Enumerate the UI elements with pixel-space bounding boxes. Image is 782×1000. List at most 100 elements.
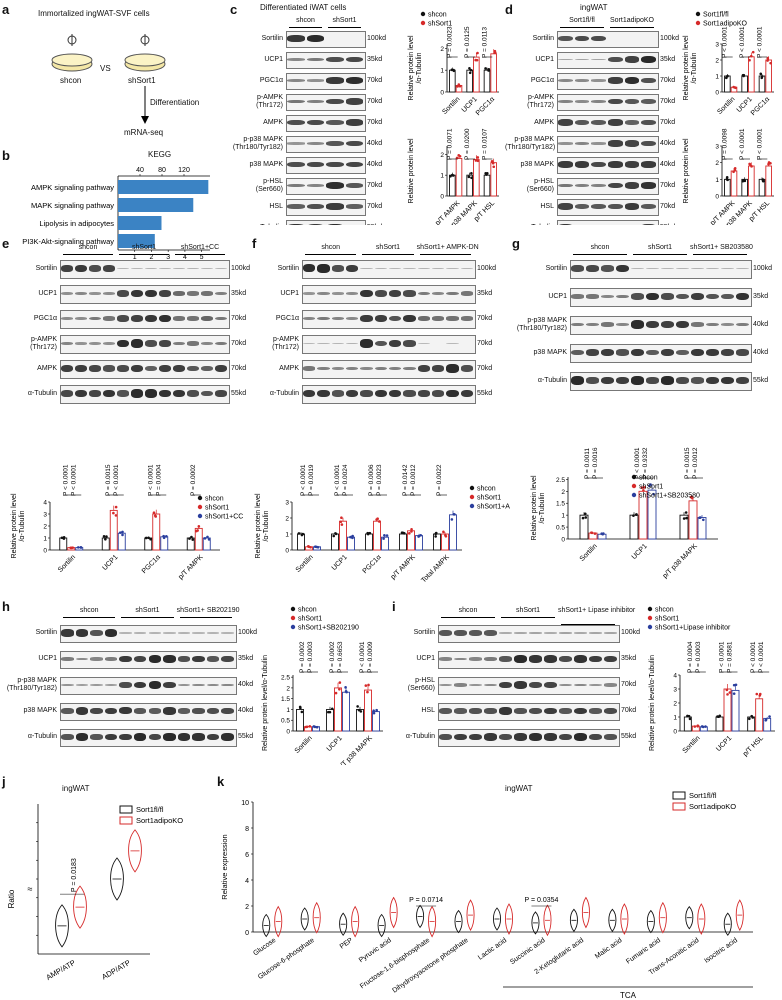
blot-band	[706, 376, 719, 385]
blot-band	[544, 655, 557, 663]
blot-band	[608, 119, 623, 126]
legend-label: Sort1fl/fl	[136, 805, 164, 814]
data-point	[748, 58, 751, 62]
blot-group-line	[561, 624, 615, 625]
blot-row-label: UCP1	[264, 55, 283, 63]
blot-band	[586, 294, 599, 299]
blot-group-label: Sort1adipoKO	[610, 17, 654, 24]
blot-band	[346, 292, 359, 295]
blot-row-label: α-Tubulin	[269, 389, 299, 397]
blot-band	[571, 322, 584, 327]
bar	[697, 517, 707, 540]
blot-band	[215, 291, 227, 296]
data-point	[476, 51, 479, 55]
blot-band	[221, 632, 234, 634]
data-point	[76, 546, 80, 549]
data-point	[726, 178, 729, 182]
blot-band	[574, 119, 590, 126]
p-value-label: P = 0.0071	[447, 128, 454, 160]
blot-band	[389, 389, 402, 398]
blot-kd-label: 35kd	[753, 292, 769, 300]
data-point	[368, 531, 372, 535]
blot-band	[345, 161, 363, 168]
blot-row-label: (Thr180/Tyr182)	[232, 143, 283, 151]
x-tick-label: Dihydroxyacetone phosphate	[391, 937, 469, 995]
legend-label: shcon	[655, 607, 674, 614]
blot-band	[192, 632, 205, 634]
blot-band	[601, 348, 614, 357]
blot-kd-label: 55kd	[477, 389, 493, 397]
data-point	[69, 546, 72, 550]
bar	[763, 717, 772, 732]
data-point	[305, 725, 309, 729]
data-point	[190, 535, 193, 539]
x-tick-label: Glucose	[252, 937, 277, 958]
blot-band	[201, 365, 213, 372]
p-value-label: P = 0.0015	[105, 464, 112, 496]
legend-marker	[647, 606, 653, 612]
blot-strip	[557, 31, 659, 48]
blot-row-label: p38 MAPK	[533, 348, 567, 356]
blot-band	[173, 316, 185, 321]
data-point	[307, 545, 310, 548]
bar	[579, 514, 589, 540]
blot-band	[331, 292, 344, 295]
y-tick-label: 2	[440, 152, 444, 159]
blot-band	[117, 390, 129, 397]
p-value-label: P = 0.0354	[524, 897, 558, 904]
blot-band	[446, 364, 459, 373]
blot-band	[446, 267, 459, 270]
legend-label: Sort1adipoKO	[689, 802, 736, 811]
blot-band	[215, 316, 227, 321]
x-tick-label: Sortilin	[441, 96, 461, 116]
blot-band	[591, 35, 606, 42]
bar	[449, 514, 457, 551]
blot-band	[287, 204, 305, 209]
data-point	[593, 532, 597, 535]
violin-shape	[55, 904, 69, 948]
blot-band	[201, 390, 213, 397]
blot-band	[346, 316, 359, 321]
blot-band	[608, 56, 623, 63]
blot-band	[303, 366, 316, 371]
legend-label: shSort1	[298, 616, 322, 623]
data-point	[455, 156, 459, 160]
data-point	[766, 57, 770, 60]
blot-band	[403, 340, 416, 347]
blot-band	[646, 292, 659, 301]
blot-group-line	[328, 27, 361, 28]
blot-band	[389, 366, 402, 371]
data-point	[732, 683, 736, 687]
legend-label: shcon	[298, 607, 317, 614]
blot-kd-label: 70kd	[477, 364, 493, 372]
blot-band	[317, 342, 330, 345]
p-value-label: P < 0.0001	[722, 26, 729, 58]
blot-band	[616, 264, 629, 273]
blot-kd-label: 100kd	[477, 264, 497, 272]
blot-band	[159, 364, 171, 373]
data-point	[741, 73, 745, 77]
panel-e-letter: e	[2, 236, 10, 251]
blot-band	[706, 322, 719, 327]
blot-band	[736, 349, 749, 356]
blot-band	[104, 707, 118, 715]
y-tick-label: 6	[245, 852, 249, 859]
data-point	[385, 534, 389, 537]
data-point	[401, 531, 405, 535]
blot-kd-label: 100kd	[231, 264, 250, 272]
blot-band	[574, 707, 587, 715]
blot-band	[591, 142, 606, 145]
data-point	[685, 516, 688, 520]
bar	[297, 533, 305, 551]
violin-shape	[658, 901, 667, 934]
bar	[483, 174, 491, 197]
blot-band	[145, 289, 157, 298]
p-value-label: P < 0.0001	[70, 464, 77, 496]
bar	[679, 514, 689, 540]
data-point	[467, 175, 471, 179]
x-tick-label: UCP1	[631, 543, 649, 561]
blot-band	[133, 708, 147, 714]
bar	[730, 170, 738, 197]
blot-band	[389, 289, 402, 297]
blot-band	[616, 322, 629, 327]
